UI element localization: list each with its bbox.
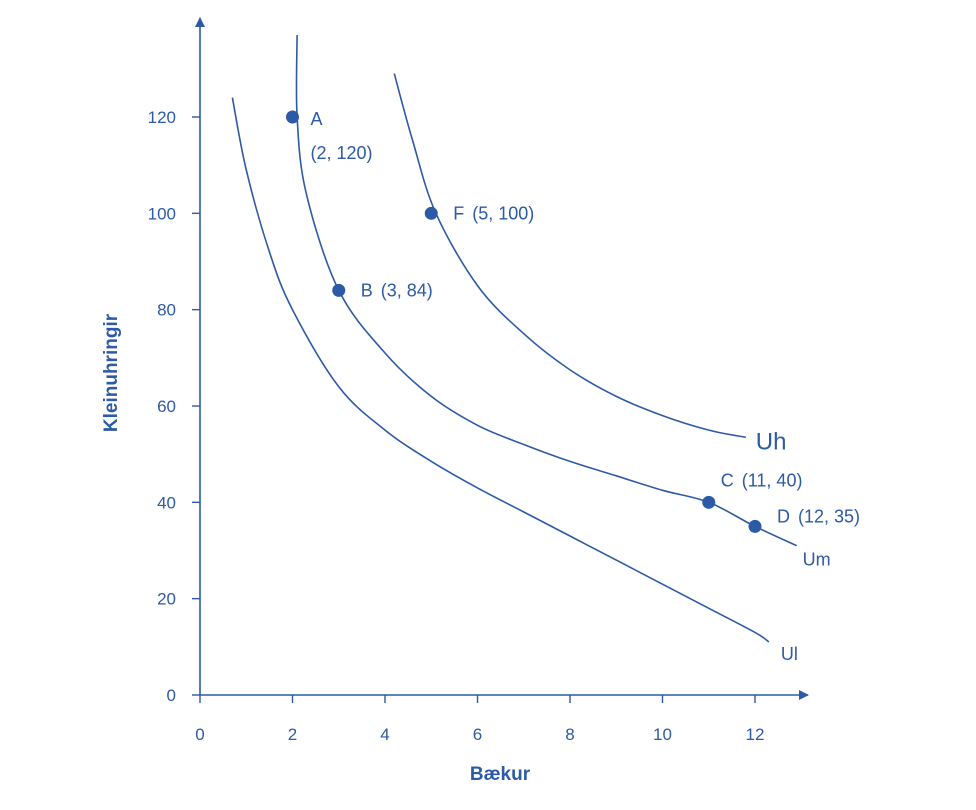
- indifference-curves: [231, 35, 797, 643]
- point-letter: F: [453, 203, 464, 223]
- curve-uh: [393, 73, 746, 439]
- point-label-f: F (5, 100): [453, 203, 534, 223]
- y-tick-label: 40: [157, 493, 176, 512]
- point-coords: (11, 40): [742, 470, 803, 490]
- y-axis-ticks: 0 20 40 60 80 100 120: [148, 108, 200, 705]
- y-tick-label: 80: [157, 301, 176, 320]
- point-letter: B: [361, 280, 373, 300]
- x-tick-label: 0: [195, 725, 204, 744]
- point-letter: C: [721, 470, 734, 490]
- x-tick-label: 6: [473, 725, 482, 744]
- point-coords: (5, 100): [472, 203, 534, 223]
- curve-um: [295, 35, 797, 547]
- point-label-b: B (3, 84): [361, 280, 433, 300]
- x-tick-label: 10: [653, 725, 672, 744]
- axes: [195, 17, 809, 700]
- x-axis-title: Bækur: [470, 764, 531, 785]
- x-tick-label: 4: [380, 725, 389, 744]
- point-label-a: A: [311, 109, 323, 129]
- point-coords: (12, 35): [798, 506, 860, 526]
- point-d: [748, 519, 762, 533]
- y-axis-title: Kleinuhringir: [101, 313, 122, 432]
- point-coords-a: (2, 120): [311, 143, 373, 163]
- x-axis-ticks: 0 2 4 6 8 10 12: [195, 695, 764, 744]
- point-f: [424, 206, 438, 220]
- curve-label-uh: Uh: [756, 428, 787, 455]
- y-tick-label: 60: [157, 397, 176, 416]
- curve-ul: [231, 97, 770, 643]
- point-label-c: C (11, 40): [721, 470, 803, 490]
- point-letter: D: [777, 506, 790, 526]
- y-tick-label: 100: [148, 204, 176, 223]
- x-tick-label: 12: [746, 725, 765, 744]
- point-a: [286, 110, 299, 124]
- point-b: [332, 283, 346, 297]
- y-tick-label: 0: [167, 686, 176, 705]
- y-tick-label: 20: [157, 590, 176, 609]
- point-label-d: D (12, 35): [777, 506, 860, 526]
- point-c: [702, 495, 716, 509]
- curve-label-ul: Ul: [781, 644, 798, 664]
- y-tick-label: 120: [148, 108, 176, 127]
- curve-label-um: Um: [803, 550, 831, 570]
- curve-labels: Ul Um Uh: [756, 428, 831, 664]
- x-tick-label: 2: [288, 725, 297, 744]
- point-labels: A (2, 120) B (3, 84) C (11, 40) D (12, 35) F (5, …: [311, 109, 861, 526]
- data-points: [286, 110, 762, 533]
- x-tick-label: 8: [565, 725, 574, 744]
- point-coords: (3, 84): [381, 280, 433, 300]
